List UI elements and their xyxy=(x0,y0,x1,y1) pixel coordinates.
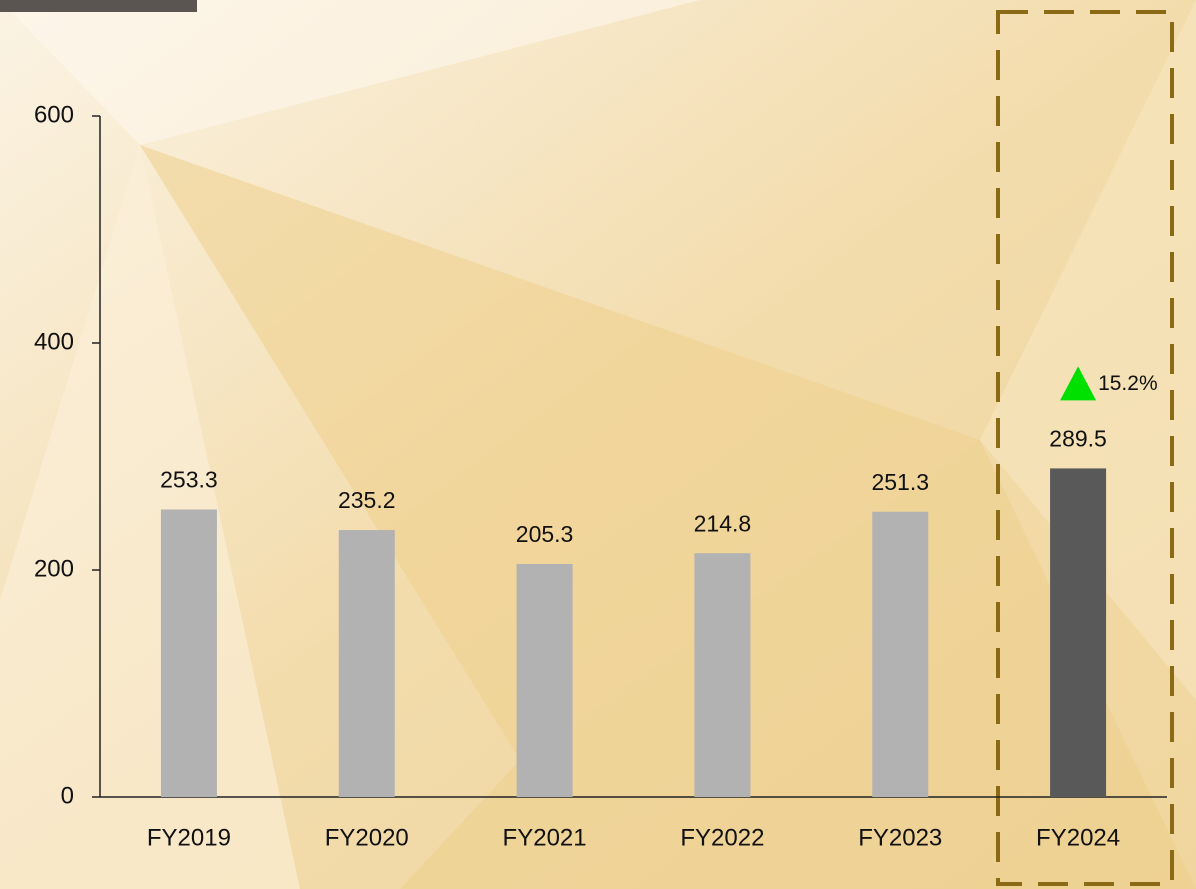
value-label: 253.3 xyxy=(160,467,218,493)
x-tick-label: FY2021 xyxy=(503,824,587,851)
background-shape xyxy=(140,145,980,760)
value-label: 205.3 xyxy=(516,521,574,547)
x-tick-label: FY2024 xyxy=(1036,824,1120,851)
x-tick-label: FY2022 xyxy=(680,824,764,851)
x-tick-label: FY2020 xyxy=(325,824,409,851)
background-shape xyxy=(400,440,1196,889)
value-label: 289.5 xyxy=(1049,425,1107,451)
y-tick-label: 0 xyxy=(61,782,74,809)
value-label: 251.3 xyxy=(871,469,929,495)
value-label: 235.2 xyxy=(338,487,396,513)
bar xyxy=(694,553,751,797)
bar xyxy=(516,563,573,797)
background-shape xyxy=(0,145,300,889)
header-block xyxy=(0,0,197,12)
x-tick-label: FY2023 xyxy=(858,824,942,851)
y-tick-label: 200 xyxy=(34,555,74,582)
growth-label: 15.2% xyxy=(1098,372,1158,395)
y-tick-label: 400 xyxy=(34,328,74,355)
highlight-box xyxy=(996,10,1174,886)
bar xyxy=(160,509,217,797)
bar xyxy=(1050,468,1107,797)
background-shape xyxy=(0,0,700,145)
bar xyxy=(872,511,929,797)
y-tick-label: 600 xyxy=(34,101,74,128)
x-tick-label: FY2019 xyxy=(147,824,231,851)
growth-arrow xyxy=(1060,366,1097,401)
background-shape xyxy=(980,0,1196,700)
bar xyxy=(338,530,395,797)
value-label: 214.8 xyxy=(694,510,752,536)
